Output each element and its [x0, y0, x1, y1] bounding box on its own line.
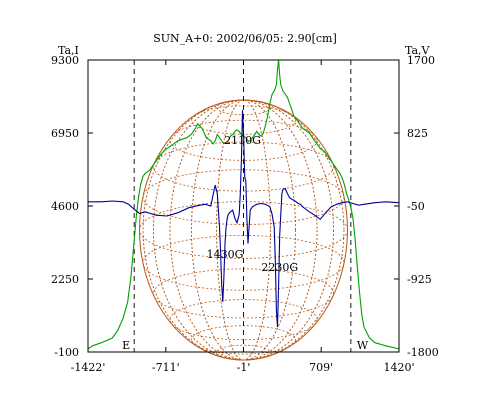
y-left-tick-label: 4600: [51, 200, 79, 213]
x-tick-label: 709': [309, 361, 333, 374]
longitude-line: [216, 99, 271, 361]
y-left-tick-label: 9300: [51, 54, 79, 67]
y-left-tick-label: -100: [54, 346, 79, 359]
y-right-axis-ticks: -1800 -925 -50 825 1700: [394, 54, 439, 359]
y-right-axis-label: Ta,V: [405, 44, 431, 57]
latitude-line: [169, 119, 318, 161]
x-tick-label: -711': [152, 361, 180, 374]
field-strength-label: 2230G: [261, 261, 298, 274]
annotations: 2110G 1430G 2230G: [207, 134, 298, 274]
field-strength-label: 2110G: [224, 134, 261, 147]
y-right-tick-label: 825: [407, 127, 428, 140]
y-right-tick-label: -1800: [407, 346, 439, 359]
x-axis-ticks: -1422' -711' -1' 709' 1420': [71, 60, 415, 374]
longitude-line: [153, 99, 334, 361]
x-tick-label: -1422': [71, 361, 106, 374]
field-strength-label: 1430G: [207, 248, 244, 261]
x-tick-label: -1': [237, 361, 251, 374]
polarization-series-line: [88, 110, 400, 328]
y-left-tick-label: 6950: [51, 127, 79, 140]
y-right-tick-label: -925: [407, 273, 432, 286]
series-layer: [87, 59, 400, 350]
y-right-tick-label: -50: [407, 200, 425, 213]
intensity-series-line: [87, 59, 400, 350]
y-left-axis-ticks: -100 2250 4600 6950 9300: [51, 54, 93, 359]
x-tick-label: 1420': [383, 361, 414, 374]
chart-title: SUN_A+0: 2002/06/05: 2.90[cm]: [153, 32, 337, 45]
reference-lines: [133, 60, 352, 352]
y-left-axis-label: Ta,I: [58, 44, 79, 57]
limb-label: E: [122, 339, 130, 352]
limb-label: W: [357, 339, 369, 352]
y-right-tick-label: 1700: [407, 54, 435, 67]
y-left-tick-label: 2250: [51, 273, 79, 286]
latitude-line: [169, 299, 318, 341]
